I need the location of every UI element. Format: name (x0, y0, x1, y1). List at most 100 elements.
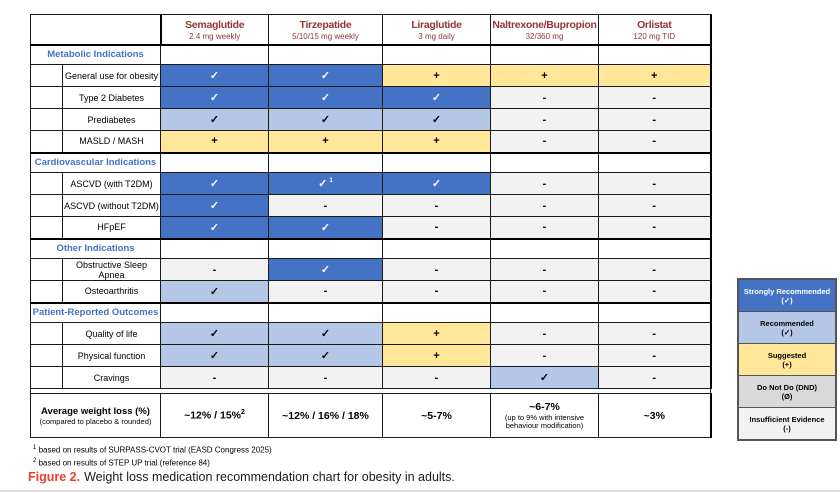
section-header-row: Patient-Reported Outcomes (30, 301, 712, 323)
row-indent-cell (30, 366, 63, 389)
rating-cell: - (382, 280, 491, 303)
row-label: Type 2 Diabetes (62, 86, 161, 109)
section-header-row: Cardiovascular Indications (30, 151, 712, 173)
section-empty-cell (490, 43, 599, 65)
legend-item-symbol: (-) (783, 423, 791, 433)
rating-cell: ✓ (268, 258, 383, 281)
rating-cell: - (490, 280, 599, 303)
weight-loss-label-main: Average weight loss (%) (41, 405, 150, 417)
section-empty-cell (382, 301, 491, 323)
legend-item-symbol: (✓) (781, 295, 793, 305)
table-row: Type 2 Diabetes ✓ ✓ ✓ - - (30, 86, 712, 109)
section-header-row: Metabolic Indications (30, 43, 712, 65)
legend-item-label: Strongly Recommended (743, 286, 831, 296)
row-label: ASCVD (without T2DM) (62, 194, 161, 217)
drug-name: Liraglutide (411, 18, 462, 31)
row-indent-cell (30, 216, 63, 239)
rating-cell: + (490, 64, 599, 87)
row-indent-cell (30, 64, 63, 87)
recommendation-table: Semaglutide 2.4 mg weekly Tirzepatide 5/10/… (30, 14, 712, 438)
section-title: Metabolic Indications (30, 43, 161, 65)
drug-dose: 32/360 mg (525, 31, 564, 41)
rating-cell: - (382, 194, 491, 217)
rating-cell: - (598, 194, 712, 217)
rating-cell: ✓ (160, 216, 269, 239)
row-label: MASLD / MASH (62, 130, 161, 153)
drug-dose: 5/10/15 mg weekly (292, 31, 359, 41)
drug-name: Naltrexone/Bupropion (492, 18, 597, 31)
rating-cell: - (490, 172, 599, 195)
section-empty-cell (382, 151, 491, 173)
footnote-marker: 1 (329, 177, 333, 185)
drug-column-header: Semaglutide 2.4 mg weekly (159, 14, 269, 45)
table-row: Obstructive Sleep Apnea - ✓ - - - (30, 258, 712, 281)
legend-item-label: Insufficient Evidence (749, 414, 825, 424)
rating-cell: - (598, 366, 712, 389)
rating-cell: ✓ (160, 344, 269, 367)
rating-cell: ✓ (268, 344, 383, 367)
header-row: Semaglutide 2.4 mg weekly Tirzepatide 5/10/… (30, 14, 712, 45)
row-label: Quality of life (62, 322, 161, 345)
section-empty-cell (598, 301, 712, 323)
rating-cell: - (268, 280, 383, 303)
table-row: Prediabetes ✓ ✓ ✓ - - (30, 108, 712, 131)
rating-cell: - (598, 172, 712, 195)
table-row: General use for obesity ✓ ✓ + + + (30, 64, 712, 87)
legend-item: Do Not Do (DND) (Ø) (739, 376, 835, 408)
table-row: Osteoarthritis ✓ - - - - (30, 280, 712, 303)
row-indent-cell (30, 344, 63, 367)
section-title: Cardiovascular Indications (30, 151, 161, 173)
section-empty-cell (490, 151, 599, 173)
rating-cell: ✓ (268, 216, 383, 239)
drug-dose: 120 mg TID (633, 31, 676, 41)
rating-cell: - (268, 366, 383, 389)
legend-item-label: Suggested (767, 350, 807, 360)
section-empty-cell (382, 43, 491, 65)
weight-loss-value: ~5-7% (382, 393, 491, 438)
rating-cell: - (490, 130, 599, 153)
rating-cell: - (490, 194, 599, 217)
figure-caption-text: Weight loss medication recommendation ch… (84, 470, 455, 484)
legend-item-symbol: (Ø) (781, 391, 793, 401)
row-label: ASCVD (with T2DM) (62, 172, 161, 195)
section-empty-cell (382, 237, 491, 259)
footnote: 2 based on results of STEP UP trial (ref… (33, 457, 210, 468)
weight-loss-value: ~12% / 16% / 18% (268, 393, 383, 438)
row-label: HFpEF (62, 216, 161, 239)
rating-cell: ✓ (160, 194, 269, 217)
section-empty-cell (160, 301, 269, 323)
rating-cell: - (598, 280, 712, 303)
section-empty-cell (268, 43, 383, 65)
weight-loss-value-main: ~6-7% (529, 400, 560, 413)
rating-cell: - (382, 216, 491, 239)
rating-cell: + (382, 64, 491, 87)
footnote-marker: 2 (33, 457, 37, 464)
drug-name: Orlistat (637, 18, 672, 31)
table-row: Physical function ✓ ✓ + - - (30, 344, 712, 367)
rating-cell: + (382, 344, 491, 367)
rating-cell: - (268, 194, 383, 217)
row-label: Prediabetes (62, 108, 161, 131)
rating-cell: ✓ (268, 108, 383, 131)
section-empty-cell (160, 151, 269, 173)
table-row: HFpEF ✓ ✓ - - - (30, 216, 712, 239)
section-empty-cell (598, 237, 712, 259)
weight-loss-value: ~12% / 15%2 (160, 393, 269, 438)
section-empty-cell (268, 237, 383, 259)
rating-cell: - (598, 108, 712, 131)
weight-loss-row: Average weight loss (%) (compared to plac… (30, 393, 712, 438)
rating-cell: ✓ (268, 64, 383, 87)
rating-cell: ✓ (160, 86, 269, 109)
rating-cell: - (160, 258, 269, 281)
legend-item: Insufficient Evidence (-) (739, 408, 835, 439)
section-empty-cell (160, 237, 269, 259)
figure-caption-label: Figure 2. (28, 470, 81, 484)
rating-cell: + (160, 130, 269, 153)
table-row: ASCVD (without T2DM) ✓ - - - - (30, 194, 712, 217)
row-indent-cell (30, 322, 63, 345)
footnotes: 1 based on results of SURPASS-CVOT trial… (33, 443, 272, 468)
weight-loss-value: ~6-7% (up to 9% with intensive behaviour … (490, 393, 599, 438)
rating-cell: ✓ (382, 108, 491, 131)
rating-cell: - (160, 366, 269, 389)
rating-cell: - (490, 258, 599, 281)
